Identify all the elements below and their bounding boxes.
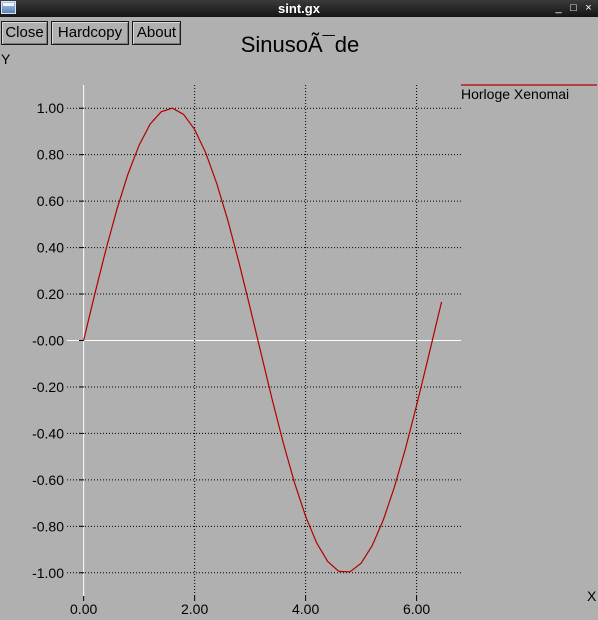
grid [67, 85, 461, 596]
series-layer [83, 107, 443, 573]
y-tick-label: -0.20 [32, 379, 64, 395]
legend-entry: Horloge Xenomai [461, 86, 569, 102]
close-button[interactable]: Close [1, 21, 48, 45]
x-tick-label: 2.00 [181, 601, 208, 617]
y-tick-label: 0.80 [37, 147, 64, 163]
series-line [83, 107, 443, 573]
y-tick-label: 0.20 [37, 286, 64, 302]
y-tick-label: -0.00 [32, 333, 64, 349]
window-title: sint.gx [278, 1, 320, 16]
window-titlebar: sint.gx _ □ × [0, 0, 598, 17]
x-tick-label: 6.00 [403, 601, 430, 617]
minimize-icon[interactable]: _ [555, 2, 562, 14]
x-axis-label: X [587, 588, 597, 604]
maximize-icon[interactable]: □ [570, 2, 577, 14]
y-tick-label: -1.00 [32, 565, 64, 581]
about-button[interactable]: About [132, 21, 181, 45]
y-tick-label: -0.40 [32, 425, 64, 441]
y-tick-label: 0.40 [37, 240, 64, 256]
y-tick-label: 0.60 [37, 193, 64, 209]
chart-title: SinusoÃ¯de [241, 32, 360, 57]
y-axis-label: Y [1, 51, 11, 67]
y-tick-label: -0.80 [32, 518, 64, 534]
y-tick-label: 1.00 [37, 100, 64, 116]
axes: 1.00 0.80 0.60 0.40 0.20 -0.00 -0.20 -0.40 -0.60… [32, 100, 430, 617]
close-window-icon[interactable]: × [585, 2, 592, 14]
x-tick-label: 4.00 [292, 601, 319, 617]
hardcopy-button[interactable]: Hardcopy [51, 21, 129, 45]
x-tick-label: 0.00 [70, 601, 97, 617]
y-tick-label: -0.60 [32, 472, 64, 488]
window-menu-icon[interactable] [1, 1, 16, 14]
